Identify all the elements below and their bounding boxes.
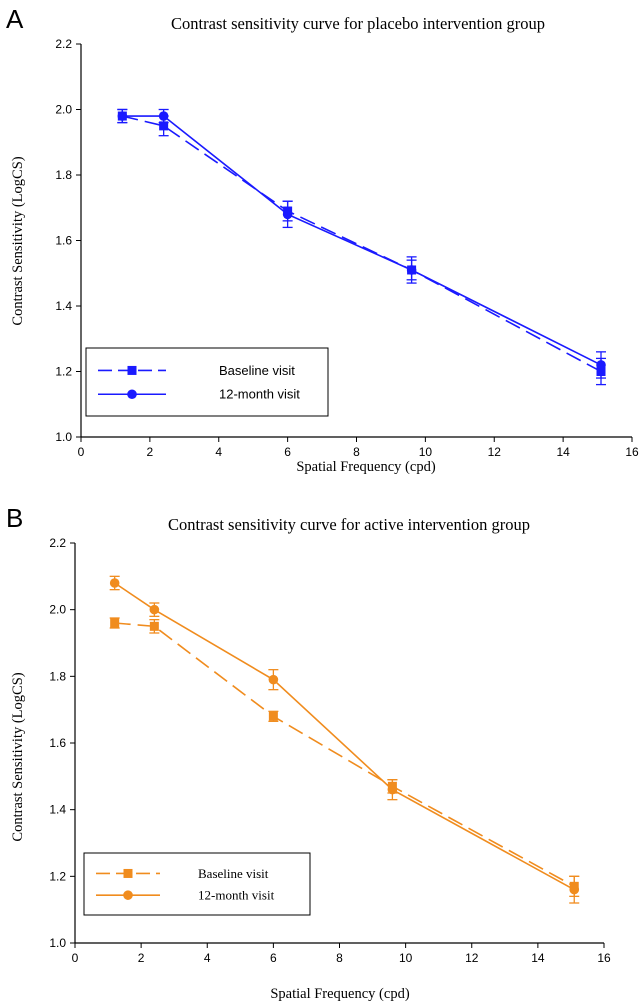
panel-a-twelve-month-legend-marker — [127, 389, 137, 400]
panel-b-baseline-point — [110, 618, 120, 628]
panel-b-x-tick-label: 16 — [597, 951, 611, 965]
panel-b-x-tick-label: 10 — [399, 951, 413, 965]
panel-a-twelve-month-legend-label: 12-month visit — [219, 387, 300, 402]
panel-b-title: Contrast sensitivity curve for active in… — [168, 515, 530, 534]
panel-b-baseline-line — [114, 622, 575, 888]
panel-b-baseline-point — [149, 621, 159, 631]
panel-a-title: Contrast sensitivity curve for placebo i… — [171, 14, 545, 33]
panel-a-x-tick-label: 8 — [353, 445, 360, 459]
panel-b: B Contrast sensitivity curve for active … — [6, 503, 611, 1002]
panel-a-baseline-point — [159, 121, 169, 131]
panel-a-baseline-legend-label: Baseline visit — [219, 363, 295, 378]
panel-b-twelve-month-point — [569, 884, 580, 895]
panel-a-x-tick-label: 10 — [419, 445, 433, 459]
panel-a-y-tick-label: 1.6 — [55, 234, 72, 248]
panel-a-x-tick-label: 14 — [556, 445, 570, 459]
panel-a-twelve-month-point — [282, 209, 293, 220]
panel-b-y-tick-label: 1.0 — [49, 936, 66, 950]
panel-b-ylabel: Contrast Sensitivity (LogCS) — [10, 672, 26, 841]
panel-a-baseline-legend-marker — [127, 365, 137, 375]
panel-a-legend-box — [85, 347, 329, 417]
panel-b-x-tick-label: 8 — [336, 951, 343, 965]
panel-a-xlabel: Spatial Frequency (cpd) — [296, 459, 435, 475]
panel-a-x-tick-label: 12 — [488, 445, 502, 459]
panel-b-y-tick-label: 1.6 — [49, 736, 66, 750]
panel-a-y-tick-label: 2.2 — [55, 37, 72, 51]
panel-a-y-tick-label: 2.0 — [55, 103, 72, 117]
panel-a-x-tick-label: 6 — [284, 445, 291, 459]
panel-a-y-tick-label: 1.2 — [55, 365, 72, 379]
panel-b-twelve-month-point — [149, 604, 160, 615]
panel-b-x-tick-label: 6 — [270, 951, 277, 965]
panel-a-letter: A — [6, 4, 24, 34]
panel-b-y-tick-label: 1.8 — [49, 669, 66, 683]
panel-a-x-tick-label: 4 — [215, 445, 222, 459]
panel-a-twelve-month-point — [596, 360, 606, 370]
panel-a-x-tick-label: 2 — [147, 445, 154, 459]
panel-b-twelve-month-line — [114, 582, 575, 891]
panel-b-twelve-month-legend-marker — [123, 890, 133, 900]
panel-b-baseline-legend-marker — [123, 868, 133, 878]
panel-b-y-tick-label: 1.2 — [49, 869, 66, 883]
panel-a-twelve-month-point — [158, 111, 169, 121]
panel-a-y-tick-label: 1.8 — [55, 168, 72, 182]
panel-b-y-tick-label: 2.2 — [49, 536, 66, 550]
panel-b-y-tick-label: 1.4 — [49, 803, 66, 817]
panel-b-legend-box — [83, 852, 311, 916]
panel-a-y-tick-label: 1.0 — [55, 430, 72, 444]
panel-a-twelve-month-point — [406, 265, 417, 275]
panel-a-x-tick-label: 16 — [625, 445, 639, 459]
panel-b-x-tick-label: 14 — [531, 951, 545, 965]
panel-a: A Contrast sensitivity curve for placebo… — [6, 4, 639, 475]
panel-b-x-tick-label: 0 — [72, 951, 79, 965]
panel-b-y-tick-label: 2.0 — [49, 603, 66, 617]
panel-b-x-tick-label: 4 — [204, 951, 211, 965]
panel-b-baseline-legend-label: Baseline visit — [198, 866, 269, 881]
panel-b-twelve-month-point — [387, 784, 398, 795]
panel-a-y-tick-label: 1.4 — [55, 299, 72, 313]
panel-b-x-tick-label: 12 — [465, 951, 479, 965]
panel-a-baseline-line — [122, 115, 602, 373]
panel-b-xlabel: Spatial Frequency (cpd) — [270, 986, 409, 1002]
panel-b-x-tick-label: 2 — [138, 951, 145, 965]
panel-a-twelve-month-line — [122, 115, 602, 366]
panel-a-x-tick-label: 0 — [78, 445, 85, 459]
panel-a-twelve-month-point — [117, 111, 128, 121]
panel-b-letter: B — [6, 503, 23, 533]
panel-b-baseline-point — [268, 711, 278, 721]
panel-b-twelve-month-point — [109, 578, 120, 588]
panel-a-ylabel: Contrast Sensitivity (LogCS) — [10, 156, 26, 325]
panel-b-twelve-month-point — [268, 674, 279, 685]
panel-b-twelve-month-legend-label: 12-month visit — [198, 888, 275, 903]
